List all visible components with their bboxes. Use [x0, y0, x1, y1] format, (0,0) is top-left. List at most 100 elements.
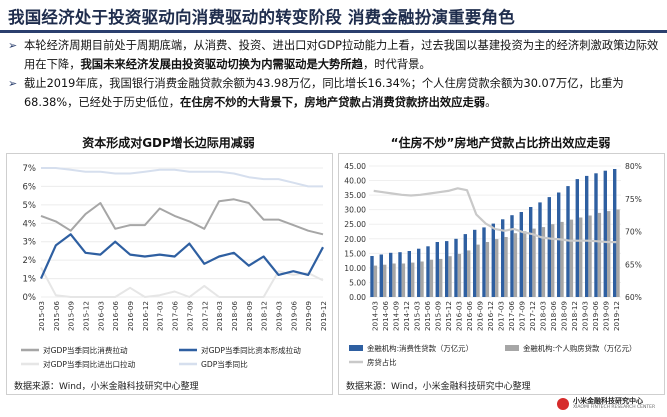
legend-swatch	[505, 345, 519, 351]
y-tick-label: 5%	[23, 201, 37, 211]
consumer-loan-bar	[445, 241, 449, 297]
x-tick-label: 2015-09	[67, 301, 76, 331]
x-tick-label: 2016-06	[111, 301, 120, 331]
x-tick-label: 2019-06	[289, 301, 298, 331]
housing-ratio-line	[373, 187, 617, 244]
legend-label: 对GDP当季同比进出口拉动	[43, 359, 136, 369]
y-left-tick-label: 0.00	[349, 293, 366, 302]
housing-loan-bar	[392, 263, 396, 297]
housing-loan-bar	[541, 227, 546, 297]
left-chart-panel: 0% 1% 2% 3% 4% 5% 6% 7% 2015-03 2015-06 2015-09 201…	[6, 153, 333, 395]
x-tick-label: 2015-06	[423, 301, 432, 331]
consumer-loan-bar	[501, 219, 505, 297]
left-source-note: 数据来源：Wind，小米金融科技研究中心整理	[14, 382, 199, 392]
housing-loan-bar	[383, 264, 387, 297]
y-left-tick-label: 30.00	[344, 206, 366, 215]
consumer-loan-bar	[370, 256, 374, 297]
housing-loan-bar	[457, 253, 462, 297]
housing-loan-bar	[569, 219, 574, 297]
x-tick-label: 2016-09	[126, 301, 135, 331]
left-chart-heading: 资本形成对GDP增长边际用减弱	[82, 136, 255, 150]
bullet-text-1b: 我国未来经济发展由投资驱动切换为内需驱动是大势所趋	[80, 58, 363, 71]
consumer-loan-bar	[585, 175, 589, 297]
series-line	[40, 267, 324, 298]
y-left-tick-label: 25.00	[344, 220, 366, 229]
consumer-loan-bar	[407, 251, 411, 297]
title-underline	[0, 30, 667, 33]
housing-loan-bar	[607, 211, 611, 297]
housing-loan-bar	[532, 228, 536, 297]
y-left-tick-label: 10.00	[344, 264, 366, 273]
logo-subtitle: XIAOMI FINTECH RESEARCH CENTER	[573, 405, 656, 410]
housing-loan-bar	[439, 258, 443, 297]
x-tick-label: 2016-03	[454, 301, 463, 331]
consumer-loan-bar	[463, 234, 467, 297]
x-tick-label: 2019-12	[319, 301, 328, 331]
logo-name: 小米金融科技研究中心	[573, 397, 643, 405]
bullet-item: ➢ 截止2019年底，我国银行消费金融贷款余额为43.98万亿，同比增长16.3…	[6, 74, 661, 112]
y-left-tick-label: 15.00	[344, 249, 366, 258]
x-tick-label: 2015-03	[412, 301, 421, 331]
consumer-loan-bar	[603, 170, 607, 297]
right-source-note: 数据来源：Wind，小米金融科技研究中心整理	[346, 382, 531, 392]
x-tick-label: 2018-03	[538, 301, 547, 331]
x-tick-label: 2014-12	[402, 301, 411, 331]
x-tick-label: 2016-12	[486, 301, 495, 331]
housing-loan-bar	[523, 231, 527, 297]
x-tick-label: 2015-06	[52, 301, 61, 331]
bullet-text-2c: 。	[485, 96, 497, 109]
y-left-tick-label: 5.00	[349, 278, 366, 287]
bullet-text-2a: 截止2019年底，我国银行消费金融贷款余额为43.98万亿，同比增长16.34%…	[24, 77, 624, 109]
x-tick-label: 2017-09	[517, 301, 526, 331]
x-tick-label: 2018-06	[230, 301, 239, 331]
consumer-loan-bar	[454, 238, 458, 297]
housing-loan-bar	[560, 221, 564, 297]
x-tick-label: 2019-09	[601, 301, 610, 331]
x-tick-label: 2016-12	[141, 301, 150, 331]
x-tick-label: 2019-03	[580, 301, 589, 331]
housing-loan-bar	[411, 262, 415, 297]
x-tick-label: 2017-09	[185, 301, 194, 331]
housing-loan-bar	[373, 265, 378, 297]
bullet-text-1c: ，时代背景。	[362, 58, 431, 71]
arrow-bullet-icon: ➢	[8, 77, 18, 90]
consumer-loan-bar	[473, 229, 477, 297]
x-tick-label: 2018-09	[559, 301, 568, 331]
housing-loan-bar	[420, 261, 424, 297]
consumer-loan-bar	[510, 215, 514, 297]
series-line	[40, 198, 324, 236]
consumer-loan-bar	[435, 242, 439, 297]
x-tick-label: 2019-06	[591, 301, 600, 331]
consumer-loan-bar	[529, 207, 533, 297]
consumer-loan-bar	[613, 169, 617, 297]
bullet-text-2b: 在住房不炒的大背景下，房地产贷款占消费贷款挤出效应走弱	[180, 96, 486, 109]
consumer-loan-bar	[557, 192, 561, 297]
x-tick-label: 2019-03	[274, 301, 283, 331]
legend-label: 对GDP当季同比消费拉动	[43, 345, 128, 355]
consumer-loan-bar	[491, 223, 495, 297]
slide-title: 我国经济处于投资驱动向消费驱动的转变阶段 消费金融扮演重要角色	[8, 8, 515, 27]
y-left-tick-label: 35.00	[344, 191, 366, 200]
x-tick-label: 2018-09	[245, 301, 254, 331]
legend-label: 金融机构:个人购房贷款（万亿元）	[523, 344, 636, 353]
x-tick-label: 2016-06	[465, 301, 474, 331]
legend-label: 金融机构:消费性贷款（万亿元）	[367, 344, 473, 353]
consumer-loan-bar	[547, 197, 551, 297]
y-tick-label: 2%	[23, 256, 37, 266]
housing-loan-bar	[513, 233, 518, 297]
y-left-tick-label: 20.00	[344, 235, 366, 244]
housing-loan-bar	[597, 212, 602, 297]
housing-loan-bar	[429, 259, 434, 297]
x-tick-label: 2015-12	[444, 301, 453, 331]
x-tick-label: 2018-12	[260, 301, 269, 331]
x-tick-label: 2019-09	[304, 301, 313, 331]
y-right-tick-label: 60%	[625, 293, 642, 302]
series-line	[39, 233, 324, 280]
y-right-tick-label: 75%	[625, 195, 642, 204]
housing-loan-bar	[588, 215, 592, 297]
y-tick-label: 4%	[23, 219, 37, 229]
legend-label: 对GDP当季同比资本形成拉动	[201, 345, 301, 355]
series-line	[41, 167, 323, 188]
x-tick-label: 2014-06	[381, 301, 390, 331]
x-tick-label: 2017-06	[507, 301, 516, 331]
